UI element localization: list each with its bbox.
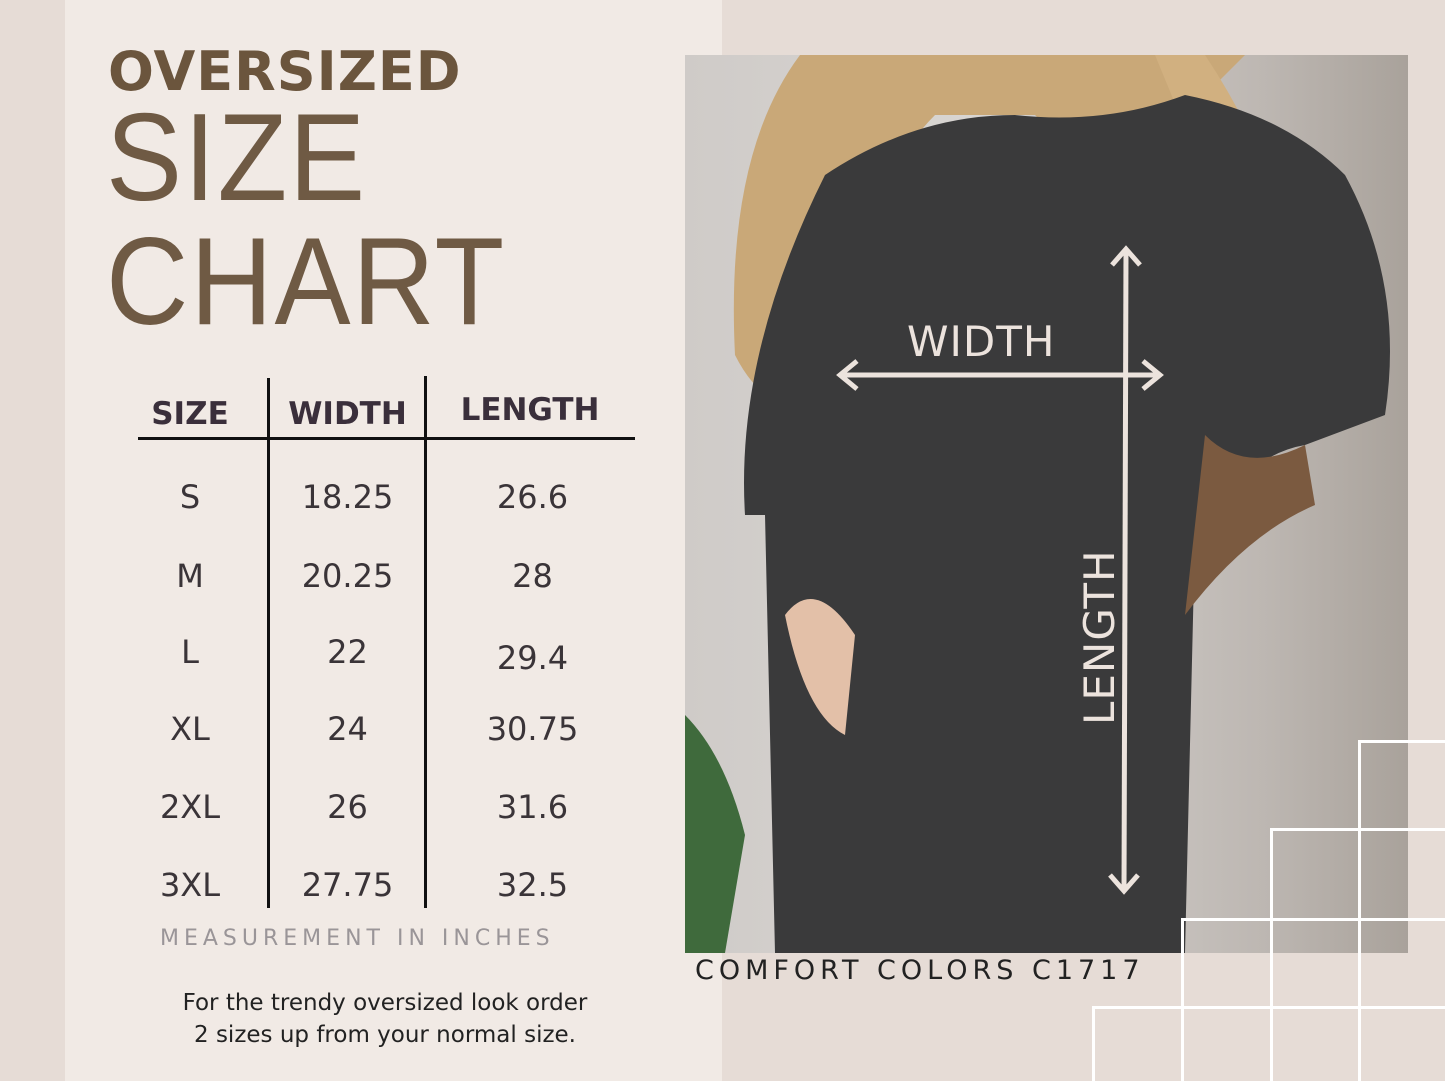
model-illustration <box>685 55 1390 953</box>
heading-oversized: OVERSIZED <box>108 40 462 103</box>
grid-line <box>1181 918 1184 1081</box>
table-cell: XL <box>170 710 210 748</box>
grid-line <box>1358 740 1445 743</box>
brand-label: COMFORT COLORS C1717 <box>695 955 1145 986</box>
grid-line <box>1092 1006 1095 1081</box>
table-cell: 26 <box>327 788 368 826</box>
arrow-head-icon <box>1110 245 1142 267</box>
table-cell: S <box>179 478 201 516</box>
width-label: WIDTH <box>907 317 1056 366</box>
grid-line <box>1092 1006 1445 1009</box>
column-divider <box>424 376 427 908</box>
advice-line: For the trendy oversized look order <box>182 990 588 1016</box>
column-divider <box>267 378 270 908</box>
table-cell: 28 <box>512 557 553 595</box>
heading-chart: CHART <box>106 213 507 351</box>
scrunchie <box>1185 435 1315 615</box>
table-cell: 27.75 <box>301 866 394 904</box>
table-cell: 3XL <box>159 866 221 904</box>
table-cell: 29.4 <box>496 639 569 677</box>
col-header-size: SIZE <box>151 396 229 432</box>
heading-size: SIZE <box>106 89 367 227</box>
col-header-length: LENGTH <box>460 392 600 428</box>
grid-line <box>1270 828 1445 831</box>
grid-line <box>1270 828 1273 1081</box>
grid-line <box>1358 740 1361 1081</box>
hand <box>785 599 855 735</box>
left-panel <box>65 0 722 1081</box>
model-photo: WIDTH LENGTH <box>685 55 1408 953</box>
table-cell: 24 <box>327 710 368 748</box>
sizing-advice: For the trendy oversized look order 2 si… <box>95 987 675 1051</box>
table-cell: 22 <box>327 633 368 671</box>
table-cell: L <box>181 633 199 671</box>
hair <box>733 55 1245 405</box>
header-divider <box>138 437 635 440</box>
t-shirt <box>744 95 1390 953</box>
table-cell: 2XL <box>159 788 221 826</box>
plant-leaf <box>685 715 745 953</box>
col-header-width: WIDTH <box>288 396 407 432</box>
length-arrow-line <box>1121 249 1129 891</box>
table-cell: 30.75 <box>486 710 579 748</box>
arrow-head-icon <box>836 359 859 391</box>
table-cell: M <box>176 557 204 595</box>
table-cell: 31.6 <box>496 788 569 826</box>
length-label: LENGTH <box>1075 549 1124 725</box>
arrow-head-icon <box>1141 359 1164 391</box>
units-note: MEASUREMENT IN INCHES <box>160 926 555 951</box>
table-cell: 32.5 <box>496 866 569 904</box>
table-cell: 18.25 <box>301 478 394 516</box>
table-cell: 20.25 <box>301 557 394 595</box>
advice-line: 2 sizes up from your normal size. <box>194 1022 576 1048</box>
arrow-head-icon <box>1108 873 1140 895</box>
table-cell: 26.6 <box>496 478 569 516</box>
grid-line <box>1181 918 1445 921</box>
